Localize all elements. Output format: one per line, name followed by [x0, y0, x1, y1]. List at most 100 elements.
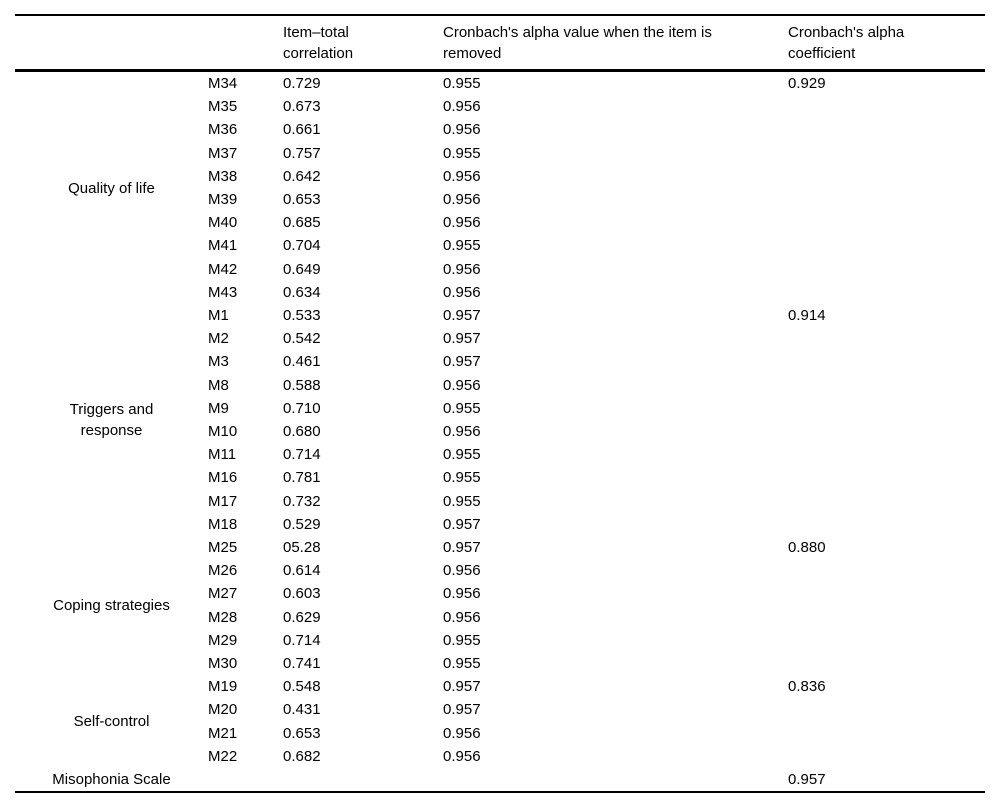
table-row: M26 0.614 0.956 [15, 559, 985, 582]
alpha-removed-cell: 0.956 [443, 747, 481, 765]
alpha-removed-cell: 0.956 [443, 562, 481, 580]
item-cell: M29 [208, 631, 238, 649]
item-total-cell: 0.714 [283, 631, 321, 649]
table-row: M2 0.542 0.957 [15, 327, 985, 350]
table-row: M16 0.781 0.955 [15, 466, 985, 489]
alpha-removed-cell: 0.955 [443, 399, 481, 417]
item-total-cell: 0.642 [283, 167, 321, 185]
item-cell: M26 [208, 562, 238, 580]
table-row: M21 0.653 0.956 [15, 722, 985, 745]
item-total-cell: 0.710 [283, 399, 321, 417]
table-row: M27 0.603 0.956 [15, 582, 985, 605]
alpha-removed-cell: 0.957 [443, 307, 481, 325]
alpha-coefficient-cell: 0.929 [788, 75, 826, 92]
header-item-total-correlation: Item–total correlation [283, 14, 443, 72]
item-cell: M21 [208, 724, 238, 742]
group-label-cell: Self-control [73, 713, 150, 731]
header-row: Item–total correlation Cronbach's alpha … [15, 14, 985, 72]
table-body: Quality of life M34 0.729 0.955 0.929 M35 0.67… [15, 71, 985, 793]
item-cell: M9 [208, 399, 229, 417]
alpha-coefficient-cell: 0.836 [788, 678, 826, 696]
item-cell: M19 [208, 678, 238, 696]
table-row: M36 0.661 0.956 [15, 118, 985, 141]
item-cell: M3 [208, 353, 229, 371]
item-total-cell: 0.542 [283, 330, 321, 348]
table-row: M38 0.642 0.956 [15, 165, 985, 188]
table-row: Self-control M19 0.548 0.957 0.836 [15, 675, 985, 730]
table-row: M18 0.529 0.957 [15, 513, 985, 536]
table-row: M37 0.757 0.955 [15, 142, 985, 165]
alpha-removed-cell: 0.955 [443, 492, 481, 510]
alpha-removed-cell: 0.955 [443, 75, 481, 92]
cronbach-alpha-table: Item–total correlation Cronbach's alpha … [15, 14, 985, 794]
item-total-cell: 0.680 [283, 423, 321, 441]
item-cell: M43 [208, 283, 238, 301]
table-row: Coping strategies M25 05.28 0.957 0.880 [15, 536, 985, 614]
alpha-removed-cell: 0.956 [443, 283, 481, 301]
item-total-cell: 0.661 [283, 121, 321, 139]
item-cell: M39 [208, 191, 238, 209]
table-row: M30 0.741 0.955 [15, 652, 985, 675]
alpha-removed-cell: 0.956 [443, 376, 481, 394]
item-cell: M20 [208, 701, 238, 719]
group-label-cell: Coping strategies [53, 597, 170, 615]
reliability-table-container: Item–total correlation Cronbach's alpha … [15, 14, 985, 794]
item-cell: M41 [208, 237, 238, 255]
table-row: M35 0.673 0.956 [15, 95, 985, 118]
item-cell: M42 [208, 260, 238, 278]
item-total-cell: 0.461 [283, 353, 321, 371]
alpha-removed-cell: 0.955 [443, 446, 481, 464]
group-label-cell: Misophonia Scale [52, 771, 171, 789]
item-cell: M17 [208, 492, 238, 510]
item-total-cell: 0.729 [283, 75, 321, 92]
item-total-cell: 0.529 [283, 515, 321, 533]
item-total-cell: 0.685 [283, 214, 321, 232]
header-item [208, 14, 283, 72]
alpha-removed-cell: 0.957 [443, 678, 481, 696]
alpha-removed-cell: 0.955 [443, 469, 481, 487]
alpha-removed-cell: 0.955 [443, 631, 481, 649]
alpha-removed-cell: 0.957 [443, 539, 481, 557]
item-total-cell: 0.653 [283, 724, 321, 742]
table-row: M28 0.629 0.956 [15, 606, 985, 629]
item-total-cell: 0.714 [283, 446, 321, 464]
item-total-cell: 05.28 [283, 539, 321, 557]
item-total-cell: 0.614 [283, 562, 321, 580]
item-cell: M27 [208, 585, 238, 603]
table-row: M29 0.714 0.955 [15, 629, 985, 652]
table-row: M41 0.704 0.955 [15, 234, 985, 257]
alpha-removed-cell: 0.956 [443, 585, 481, 603]
item-total-cell: 0.732 [283, 492, 321, 510]
item-total-cell: 0.431 [283, 701, 321, 719]
table-row: M20 0.431 0.957 [15, 698, 985, 721]
item-total-cell: 0.741 [283, 655, 321, 673]
header-alpha-coefficient: Cronbach's alpha coefficient [788, 14, 985, 72]
item-cell: M30 [208, 655, 238, 673]
alpha-removed-cell: 0.957 [443, 330, 481, 348]
item-total-cell: 0.533 [283, 307, 321, 325]
alpha-coefficient-cell: 0.957 [788, 771, 826, 789]
alpha-removed-cell: 0.955 [443, 655, 481, 673]
item-total-cell: 0.603 [283, 585, 321, 603]
alpha-removed-cell: 0.956 [443, 260, 481, 278]
alpha-removed-cell: 0.957 [443, 701, 481, 719]
header-alpha-when-removed: Cronbach's alpha value when the item is … [443, 14, 788, 72]
item-cell: M35 [208, 98, 238, 116]
alpha-removed-cell: 0.956 [443, 608, 481, 626]
item-total-cell: 0.649 [283, 260, 321, 278]
item-cell [208, 768, 283, 792]
item-cell: M18 [208, 515, 238, 533]
item-total-cell: 0.673 [283, 98, 321, 116]
alpha-removed-cell [443, 768, 788, 792]
item-total-cell: 0.704 [283, 237, 321, 255]
item-total-cell: 0.629 [283, 608, 321, 626]
group-label-cell: Triggers and response [69, 401, 154, 440]
alpha-removed-cell: 0.956 [443, 423, 481, 441]
table-row: M42 0.649 0.956 [15, 258, 985, 281]
table-row: M3 0.461 0.957 [15, 350, 985, 373]
alpha-removed-cell: 0.956 [443, 167, 481, 185]
item-cell: M10 [208, 423, 238, 441]
table-row: M39 0.653 0.956 [15, 188, 985, 211]
alpha-removed-cell: 0.956 [443, 98, 481, 116]
